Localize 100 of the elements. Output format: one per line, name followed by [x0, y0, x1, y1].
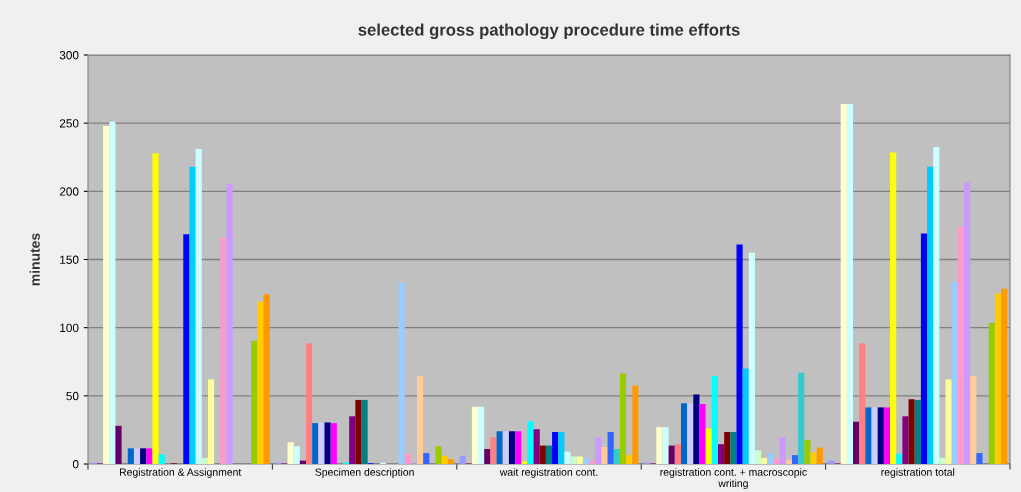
bar	[527, 421, 534, 464]
bar	[564, 451, 571, 464]
bar	[220, 237, 227, 464]
y-tick-label: 150	[60, 255, 79, 264]
bar	[201, 457, 208, 464]
bar	[515, 431, 522, 464]
bar	[988, 322, 995, 464]
bar	[914, 399, 921, 464]
bar	[490, 437, 497, 464]
bar	[970, 376, 977, 464]
bar	[251, 340, 258, 464]
bar	[939, 457, 946, 464]
bar	[804, 440, 811, 464]
bar	[152, 153, 159, 464]
bar	[699, 404, 706, 464]
bar	[257, 301, 264, 464]
bar	[484, 449, 491, 464]
bar	[656, 427, 663, 464]
bar	[533, 429, 540, 464]
bar	[207, 379, 215, 464]
bar	[576, 456, 583, 464]
y-tick-label: 200	[59, 187, 79, 196]
bar	[927, 166, 934, 464]
bar	[545, 445, 553, 464]
bar	[902, 416, 909, 464]
bar	[994, 293, 1002, 464]
bar	[601, 446, 608, 464]
bar	[767, 453, 774, 464]
bar	[293, 446, 300, 464]
bar	[736, 244, 743, 464]
x-tick-label: wait registration cont.	[499, 468, 598, 478]
bar	[115, 425, 122, 464]
y-tick-label: 100	[60, 323, 79, 333]
bar	[140, 448, 147, 464]
bar	[226, 183, 233, 464]
bar	[613, 449, 620, 464]
bar	[133, 448, 141, 464]
bar	[521, 461, 528, 464]
bar	[890, 152, 897, 464]
bar	[441, 455, 448, 464]
bar	[330, 423, 337, 464]
bar	[502, 431, 509, 464]
bar	[933, 147, 940, 464]
bar	[871, 407, 878, 464]
bar	[816, 447, 823, 464]
bar	[582, 457, 590, 464]
bar	[773, 459, 780, 464]
bar	[877, 407, 884, 464]
bar	[724, 431, 731, 464]
bar	[398, 282, 405, 464]
bar	[687, 403, 694, 464]
bar	[355, 399, 362, 464]
bar	[761, 457, 768, 464]
bar	[883, 407, 891, 464]
bar	[459, 455, 466, 464]
bar	[705, 428, 712, 464]
bar	[951, 282, 958, 464]
bar	[680, 403, 688, 464]
bar	[846, 104, 854, 464]
bar	[908, 399, 915, 464]
bar	[417, 376, 424, 464]
bar	[195, 149, 202, 464]
bar	[607, 431, 614, 464]
bar	[558, 431, 565, 464]
y-tick-label: 250	[59, 119, 79, 128]
bar	[349, 416, 356, 464]
bar	[859, 343, 866, 464]
bar	[552, 431, 559, 464]
bar	[1001, 288, 1008, 464]
bar	[263, 294, 270, 464]
bar	[478, 406, 485, 464]
bar	[595, 437, 602, 464]
bar	[964, 182, 971, 464]
bar	[471, 406, 479, 464]
chart-title: selected gross pathology procedure time efforts	[358, 23, 740, 40]
bar	[287, 442, 294, 464]
bar	[435, 446, 442, 464]
bar	[324, 422, 331, 464]
bar	[896, 453, 903, 464]
bar	[853, 421, 860, 464]
bar	[158, 454, 165, 464]
bar	[798, 372, 805, 464]
bar	[693, 394, 700, 464]
y-tick-label: 300	[59, 51, 79, 60]
bar	[570, 456, 577, 464]
bar	[779, 437, 786, 464]
bar	[539, 445, 546, 464]
x-tick-label: Specimen description	[315, 468, 414, 478]
bar	[920, 233, 928, 464]
bar	[742, 368, 749, 464]
bar	[103, 125, 110, 464]
bar	[312, 423, 319, 464]
bar	[717, 444, 725, 464]
bar	[730, 431, 737, 464]
bar	[785, 459, 792, 464]
bar	[748, 252, 755, 464]
bar	[496, 431, 503, 464]
bar	[361, 399, 368, 464]
bar	[306, 343, 313, 464]
bar	[183, 234, 190, 464]
